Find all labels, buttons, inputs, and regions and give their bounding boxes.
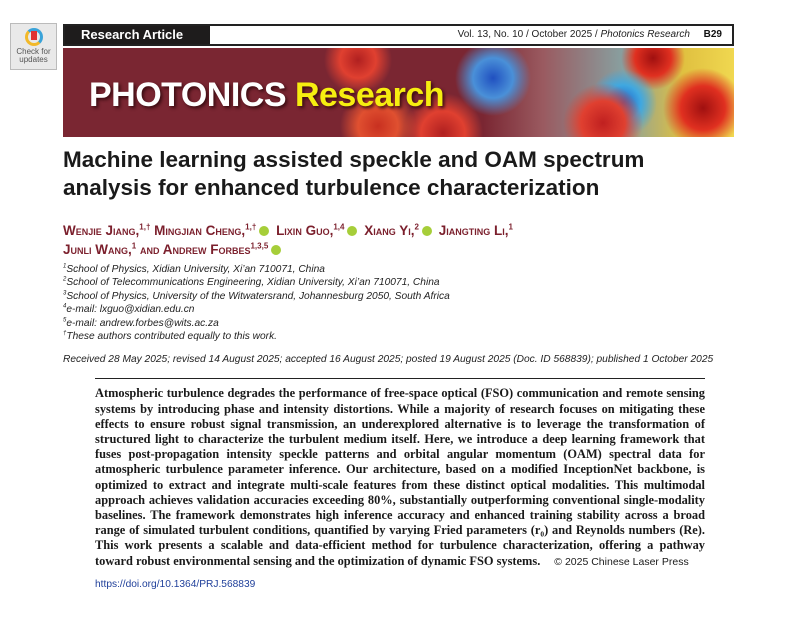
- author: and Andrew Forbes: [139, 242, 251, 257]
- orcid-icon[interactable]: [259, 226, 270, 236]
- author-list: Wenjie Jiang,1,† Mingjian Cheng,1,† Lixi…: [63, 221, 723, 259]
- divider: [95, 378, 705, 380]
- affiliation-line: 3School of Physics, University of the Wi…: [63, 290, 735, 303]
- affiliation-text: School of Physics, Xidian University, Xi…: [66, 264, 325, 275]
- article-title: Machine learning assisted speckle and OA…: [63, 147, 645, 200]
- section-label: Research Article: [65, 26, 210, 44]
- author-affiliation-marker: 1,3,5: [250, 241, 269, 251]
- volume-info: Vol. 13, No. 10 / October 2025 / Photoni…: [458, 26, 690, 44]
- received-dates: Received 28 May 2025; revised 14 August …: [63, 354, 714, 366]
- author-affiliation-marker: 1: [131, 241, 137, 251]
- affiliation-marker: 4: [63, 303, 67, 310]
- orcid-icon[interactable]: [421, 226, 432, 236]
- affiliation-line: 4e-mail: lxguo@xidian.edu.cn: [63, 303, 735, 316]
- author: Lixin Guo,: [276, 223, 334, 238]
- journal-logo: PHOTONICS Research: [89, 76, 445, 115]
- abstract-text: Atmospheric turbulence degrades the perf…: [95, 386, 705, 568]
- affiliation-marker: 5: [63, 317, 67, 324]
- journal-header-bar: Research Article Vol. 13, No. 10 / Octob…: [63, 24, 734, 46]
- author: Wenjie Jiang,: [63, 223, 140, 238]
- affiliation-marker: †: [63, 330, 67, 337]
- affiliation-line: 1School of Physics, Xidian University, X…: [63, 263, 735, 276]
- orcid-icon[interactable]: [347, 226, 358, 236]
- affiliation-text: School of Physics, University of the Wit…: [66, 290, 450, 302]
- affiliation-text: School of Telecommunications Engineering…: [66, 277, 440, 289]
- bookmark-icon: [24, 28, 43, 46]
- affiliation-text: These authors contributed equally to thi…: [66, 331, 277, 343]
- page-number: B29: [703, 29, 722, 40]
- author-affiliation-marker: 1,4: [333, 222, 345, 232]
- copyright: © 2025 Chinese Laser Press: [554, 555, 689, 568]
- affiliation-text: e-mail: andrew.forbes@wits.ac.za: [66, 317, 219, 329]
- author-affiliation-marker: 1,†: [245, 222, 257, 232]
- affiliation-marker: 2: [63, 277, 67, 284]
- affiliation-marker: 3: [63, 290, 67, 297]
- affiliation-text: e-mail: lxguo@xidian.edu.cn: [66, 304, 195, 316]
- author-affiliation-marker: 1: [508, 222, 513, 232]
- affiliations: 1School of Physics, Xidian University, X…: [63, 263, 735, 343]
- check-for-updates-badge[interactable]: Check for updates: [10, 23, 57, 70]
- journal-name: Photonics Research: [600, 29, 691, 40]
- affiliation-marker: 1: [63, 263, 67, 270]
- volume-text: Vol. 13, No. 10 / October 2025 /: [457, 29, 601, 40]
- doi-link[interactable]: https://doi.org/10.1364/PRJ.568839: [95, 578, 256, 590]
- journal-banner: PHOTONICS Research: [63, 48, 734, 137]
- author: Mingjian Cheng,: [154, 223, 246, 238]
- abstract: Atmospheric turbulence degrades the perf…: [95, 386, 705, 569]
- check-updates-label: Check for updates: [16, 47, 51, 64]
- author: Xiang Yi,: [364, 223, 415, 238]
- article-front-matter: Machine learning assisted speckle and OA…: [63, 146, 735, 591]
- author: Jiangting Li,: [438, 223, 509, 238]
- orcid-icon[interactable]: [271, 245, 282, 255]
- affiliation-line: †These authors contributed equally to th…: [63, 330, 735, 343]
- author-affiliation-marker: 2: [414, 222, 419, 232]
- author-affiliation-marker: 1,†: [139, 222, 151, 232]
- affiliation-line: 2School of Telecommunications Engineerin…: [63, 276, 735, 289]
- logo-research: Research: [294, 76, 445, 114]
- logo-photonics: PHOTONICS: [89, 76, 287, 114]
- author: Junli Wang,: [63, 242, 132, 257]
- affiliation-line: 5e-mail: andrew.forbes@wits.ac.za: [63, 317, 735, 330]
